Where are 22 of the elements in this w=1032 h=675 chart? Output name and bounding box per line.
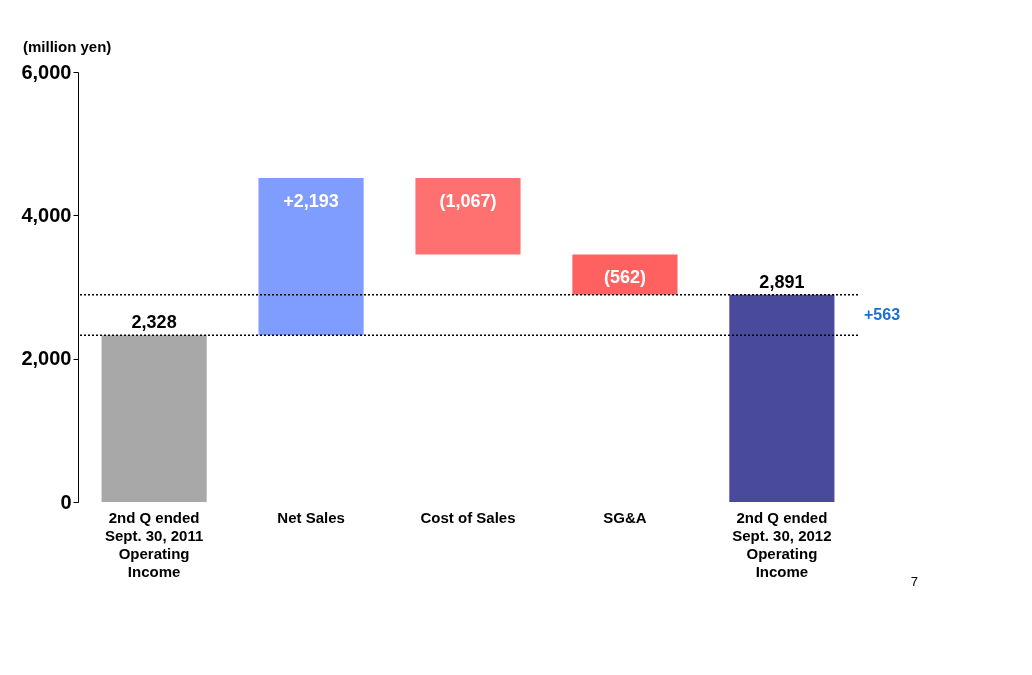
x-tick-label: Cost of Sales bbox=[420, 508, 516, 526]
data-label: 2,328 bbox=[131, 312, 177, 333]
data-label: (562) bbox=[603, 267, 646, 288]
data-label: 2,891 bbox=[759, 271, 805, 292]
bar bbox=[572, 254, 678, 295]
bar bbox=[258, 178, 364, 336]
bar bbox=[101, 335, 207, 502]
x-tick-label: 2nd Q ended Sept. 30, 2012 Operating Income bbox=[732, 508, 832, 580]
bar bbox=[729, 294, 835, 502]
data-label: (1,067) bbox=[439, 190, 497, 211]
x-tick-label: Net Sales bbox=[277, 508, 345, 526]
y-tick-label: 2,000 bbox=[21, 347, 72, 370]
x-tick-label: SG&A bbox=[603, 508, 647, 526]
text: +563 bbox=[864, 305, 901, 323]
y-tick-label: 6,000 bbox=[21, 60, 72, 83]
y-tick-label: 4,000 bbox=[21, 203, 72, 226]
data-label: +2,193 bbox=[283, 190, 339, 211]
text: (million yen) bbox=[23, 38, 112, 55]
text: 7 bbox=[910, 574, 918, 589]
y-tick-label: 0 bbox=[60, 490, 72, 513]
x-tick-label: 2nd Q ended Sept. 30, 2011 Operating Income bbox=[104, 508, 204, 580]
bar bbox=[415, 178, 521, 255]
